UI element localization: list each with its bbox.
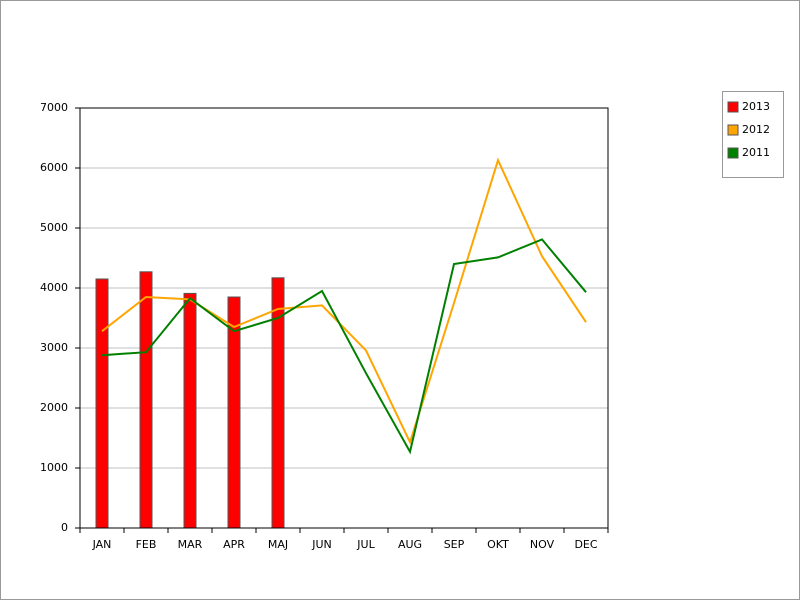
y-tick-label: 7000 — [40, 101, 68, 114]
y-tick-label: 5000 — [40, 221, 68, 234]
legend-swatch — [727, 101, 739, 113]
line — [101, 157, 587, 445]
x-tick-label: APR — [223, 538, 245, 551]
legend-swatch — [727, 147, 739, 159]
legend-label: 2011 — [742, 146, 770, 159]
y-tick-label: 2000 — [40, 401, 68, 414]
y-tick-label: 3000 — [40, 341, 68, 354]
legend-swatch — [727, 124, 739, 136]
x-tick-label: OKT — [487, 538, 509, 551]
y-tick-label: 0 — [61, 521, 68, 534]
bar — [183, 292, 197, 529]
x-tick-label: MAR — [178, 538, 203, 551]
y-tick-label: 4000 — [40, 281, 68, 294]
x-tick-label: MAJ — [268, 538, 288, 551]
x-tick-label: JUN — [311, 538, 332, 551]
x-tick-label: FEB — [136, 538, 157, 551]
legend-label: 2013 — [742, 100, 770, 113]
legend-label: 2012 — [742, 123, 770, 136]
y-tick-label: 6000 — [40, 161, 68, 174]
y-tick-label: 1000 — [40, 461, 68, 474]
line — [101, 238, 587, 455]
x-tick-label: SEP — [444, 538, 465, 551]
x-tick-label: AUG — [398, 538, 422, 551]
x-tick-label: DEC — [574, 538, 597, 551]
x-tick-label: NOV — [530, 538, 555, 551]
plot-border — [79, 107, 609, 529]
x-tick-label: JAN — [92, 538, 112, 551]
x-tick-label: JUL — [356, 538, 375, 551]
bar — [139, 271, 153, 529]
bar — [95, 278, 109, 529]
